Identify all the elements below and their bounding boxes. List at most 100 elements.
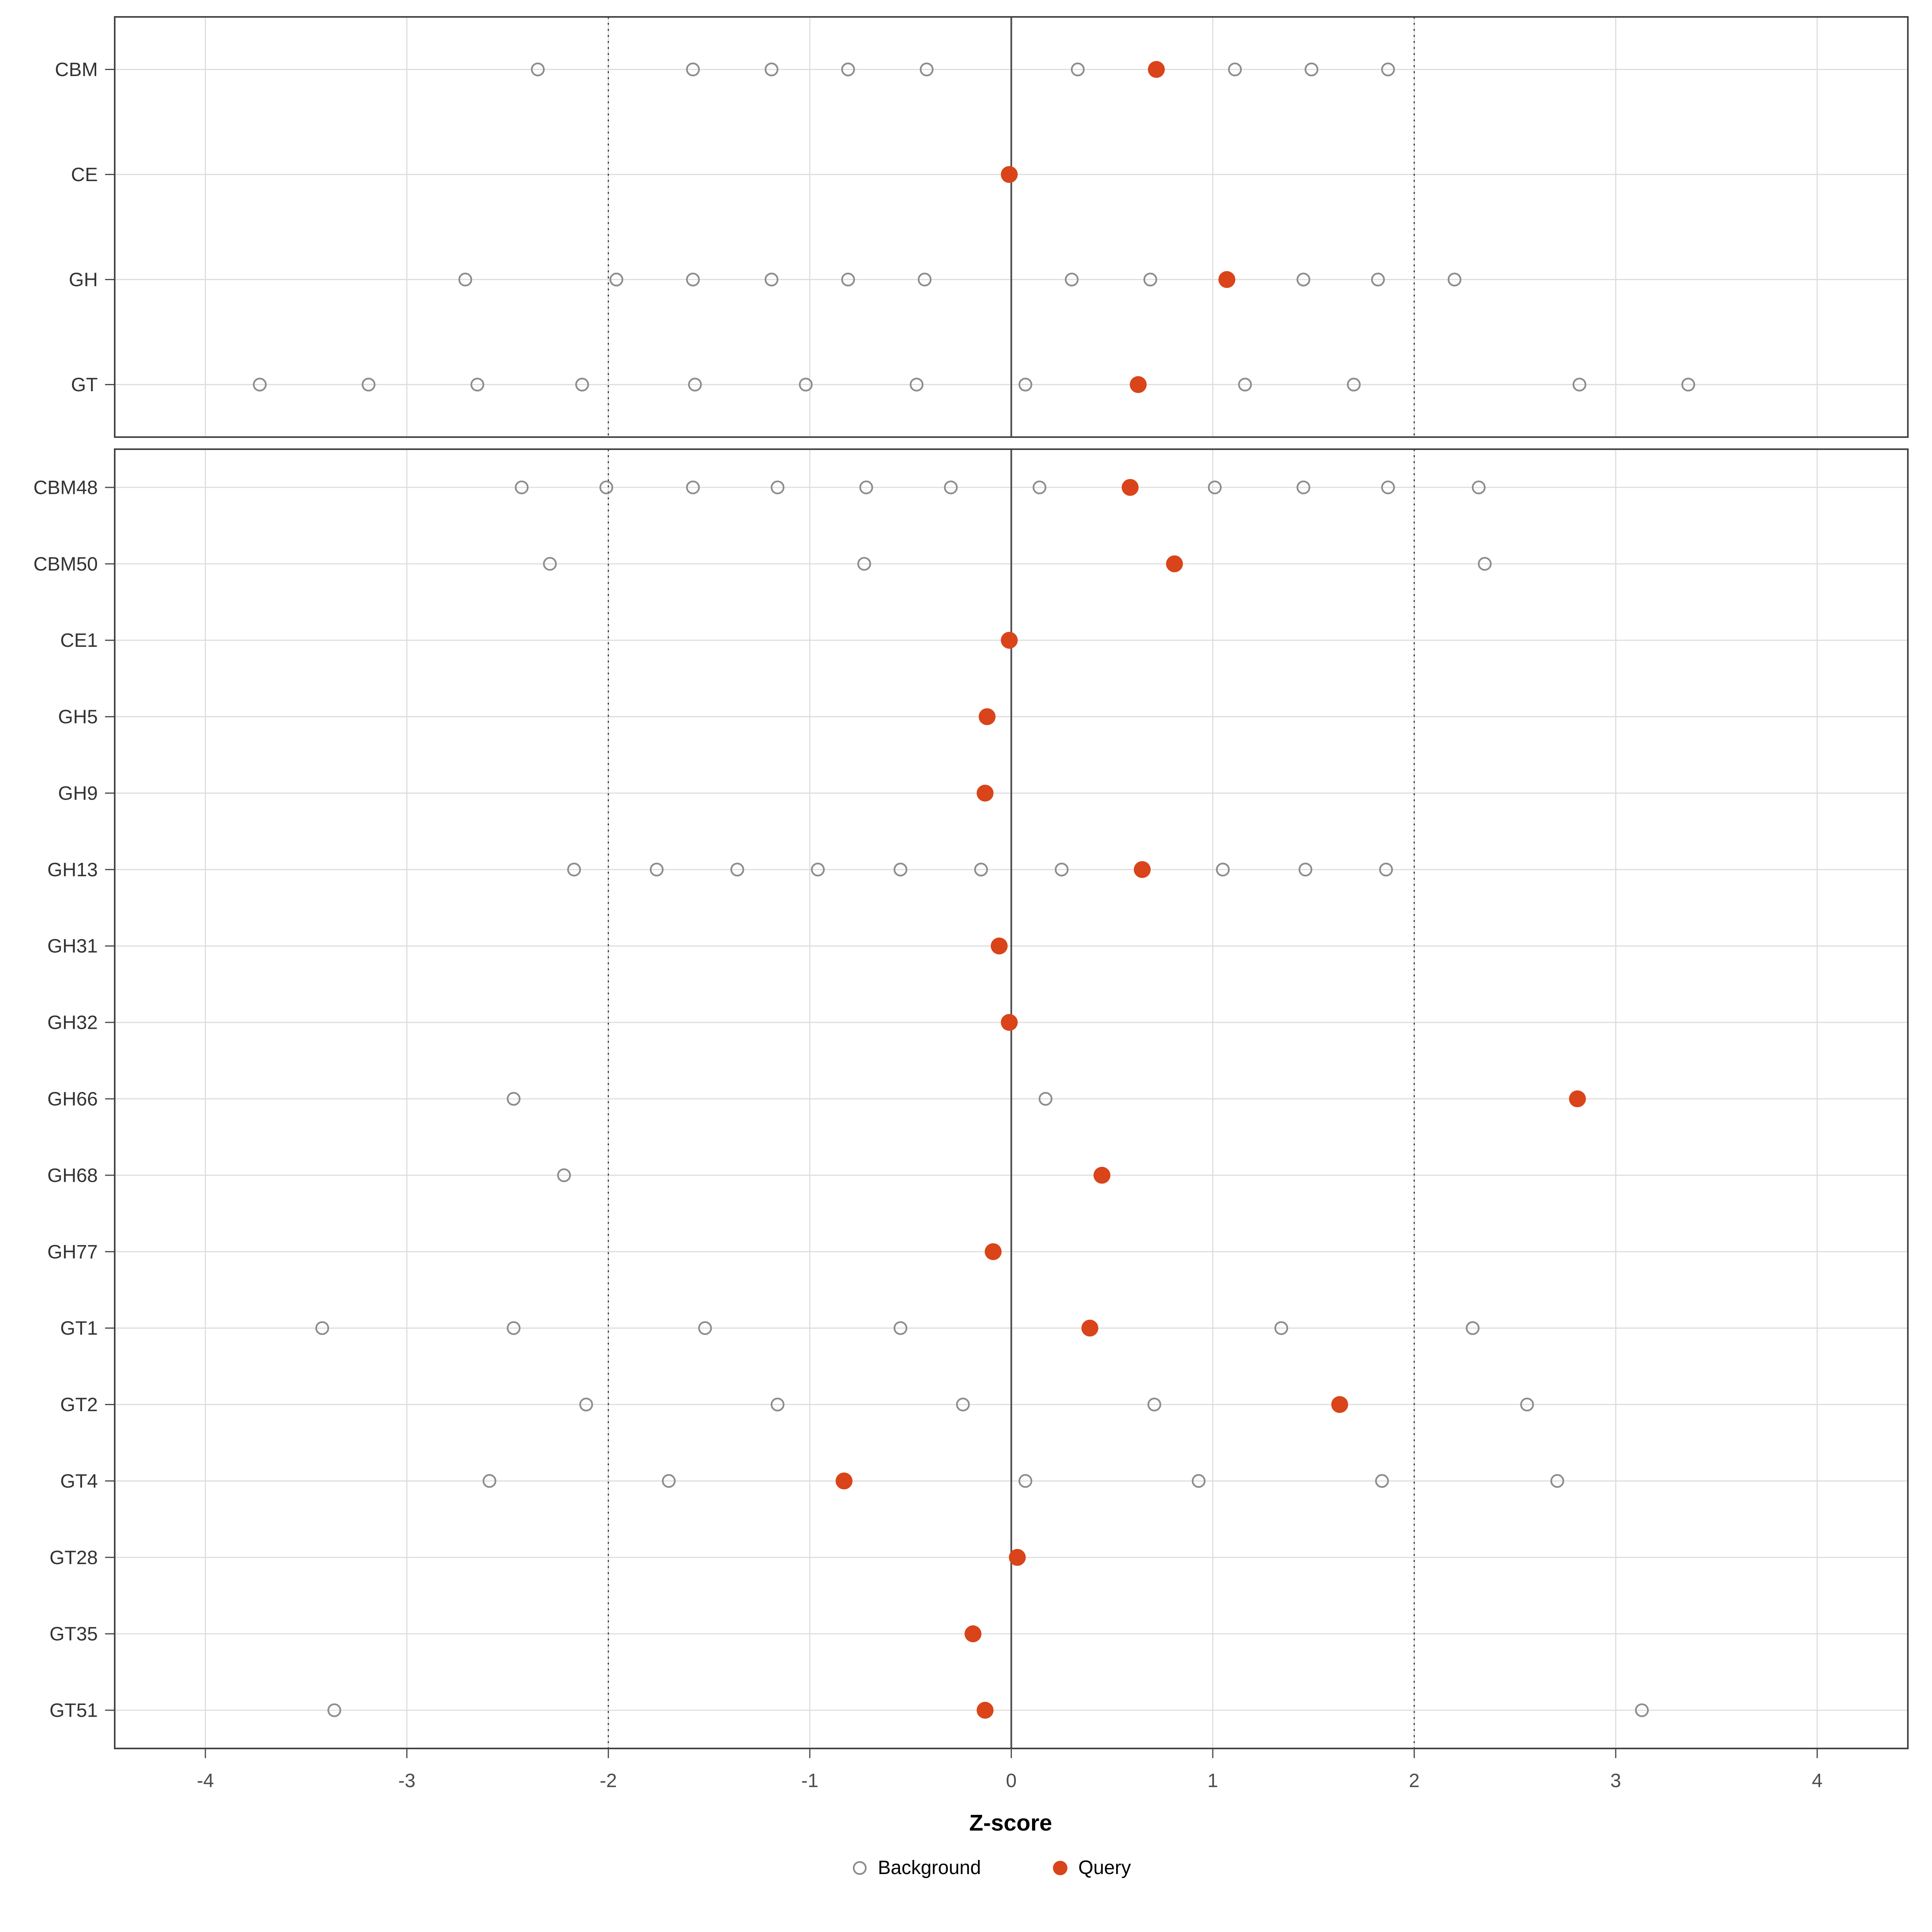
- background-point: [1216, 863, 1230, 877]
- legend: Background Query: [852, 1857, 1131, 1878]
- background-point: [1472, 480, 1486, 495]
- background-point: [361, 378, 376, 392]
- background-point: [327, 1703, 341, 1717]
- background-point: [557, 1168, 571, 1182]
- background-point: [1071, 62, 1085, 76]
- y-axis-label: CE: [71, 164, 98, 186]
- y-axis-label: GH5: [58, 706, 98, 728]
- panels-layer: CBM CE GH GT CBM48 CBM50 CE1 GH5 GH9 GH13 GH31 GH32…: [33, 16, 1909, 1749]
- x-axis-tick-label: 1: [1208, 1770, 1218, 1792]
- background-point: [799, 378, 813, 392]
- background-point: [1238, 378, 1252, 392]
- background-point: [1371, 272, 1385, 287]
- x-axis-tick-label: 2: [1409, 1770, 1420, 1792]
- y-axis-label: GH13: [47, 859, 98, 881]
- query-point: [1166, 555, 1183, 572]
- background-point: [956, 1397, 970, 1412]
- background-point: [910, 378, 924, 392]
- panel-2: CBM48 CBM50 CE1 GH5 GH9 GH13 GH31 GH32 GH66 GH68 G…: [33, 448, 1909, 1749]
- background-point: [920, 62, 934, 76]
- x-axis: -4 -3 -2 -1 0 1 2 3 4: [197, 1748, 1823, 1792]
- y-axis-label: GH68: [47, 1165, 98, 1186]
- y-axis-label: GH9: [58, 783, 98, 804]
- query-point: [978, 708, 996, 725]
- background-point: [1347, 378, 1361, 392]
- legend-background-marker: [852, 1861, 867, 1875]
- query-point: [1331, 1396, 1348, 1413]
- background-point: [857, 557, 871, 571]
- y-axis-label: GH77: [47, 1241, 98, 1263]
- background-point: [944, 480, 958, 495]
- background-point: [531, 62, 545, 76]
- query-point: [1129, 376, 1147, 393]
- query-point: [1148, 61, 1165, 78]
- x-axis-title: Z-score: [969, 1810, 1052, 1836]
- background-point: [770, 480, 784, 495]
- y-axis-label: GH: [69, 269, 98, 291]
- background-point: [507, 1092, 521, 1106]
- background-point: [1298, 863, 1313, 877]
- background-point: [1305, 62, 1319, 76]
- background-point: [1032, 480, 1046, 495]
- y-axis-label: GT1: [60, 1318, 98, 1339]
- background-point: [686, 272, 700, 287]
- panel-1: CBM CE GH GT: [55, 16, 1909, 438]
- background-point: [918, 272, 932, 287]
- query-point: [964, 1625, 982, 1643]
- background-point: [764, 272, 778, 287]
- background-point: [1635, 1703, 1649, 1717]
- background-point: [515, 480, 529, 495]
- background-point: [1296, 272, 1311, 287]
- y-axis-label: GT2: [60, 1394, 98, 1416]
- query-point: [836, 1472, 853, 1490]
- background-point: [770, 1397, 784, 1412]
- background-point: [686, 62, 700, 76]
- background-point: [1447, 272, 1461, 287]
- background-point: [482, 1474, 497, 1488]
- background-point: [253, 378, 267, 392]
- background-point: [1681, 378, 1695, 392]
- background-point: [1381, 62, 1395, 76]
- background-point: [730, 863, 744, 877]
- y-axis-label: GT: [71, 374, 98, 396]
- x-axis-tick-label: -1: [801, 1770, 819, 1792]
- y-axis-label: GH66: [47, 1089, 98, 1110]
- background-point: [688, 378, 702, 392]
- background-point: [859, 480, 873, 495]
- y-axis-label: CBM: [55, 59, 98, 80]
- legend-query-marker: [1053, 1861, 1067, 1875]
- query-point: [1001, 1014, 1018, 1031]
- background-point: [841, 62, 855, 76]
- query-point: [1218, 271, 1236, 288]
- background-point: [974, 863, 988, 877]
- background-point: [764, 62, 778, 76]
- background-point: [1228, 62, 1242, 76]
- legend-query-label: Query: [1078, 1857, 1131, 1878]
- background-point: [1018, 378, 1032, 392]
- background-point: [811, 863, 825, 877]
- background-point: [1381, 480, 1395, 495]
- background-point: [543, 557, 557, 571]
- y-axis-label: GT51: [50, 1700, 98, 1721]
- background-point: [650, 863, 664, 877]
- background-point: [1065, 272, 1079, 287]
- y-axis-label: CBM48: [33, 477, 98, 498]
- query-point: [1001, 166, 1018, 183]
- background-point: [1191, 1474, 1206, 1488]
- background-point: [1466, 1321, 1480, 1335]
- x-axis-tick-label: -4: [197, 1770, 214, 1792]
- background-point: [1478, 557, 1492, 571]
- background-point: [894, 863, 908, 877]
- x-axis-tick-label: -3: [398, 1770, 415, 1792]
- background-point: [841, 272, 855, 287]
- background-point: [470, 378, 485, 392]
- y-axis-label: GT4: [60, 1471, 98, 1492]
- query-point: [976, 1702, 994, 1719]
- x-axis-tick-label: 4: [1812, 1770, 1823, 1792]
- background-point: [567, 863, 581, 877]
- background-point: [1375, 1474, 1389, 1488]
- background-point: [575, 378, 589, 392]
- background-point: [579, 1397, 593, 1412]
- background-point: [458, 272, 473, 287]
- legend-background-label: Background: [878, 1857, 981, 1878]
